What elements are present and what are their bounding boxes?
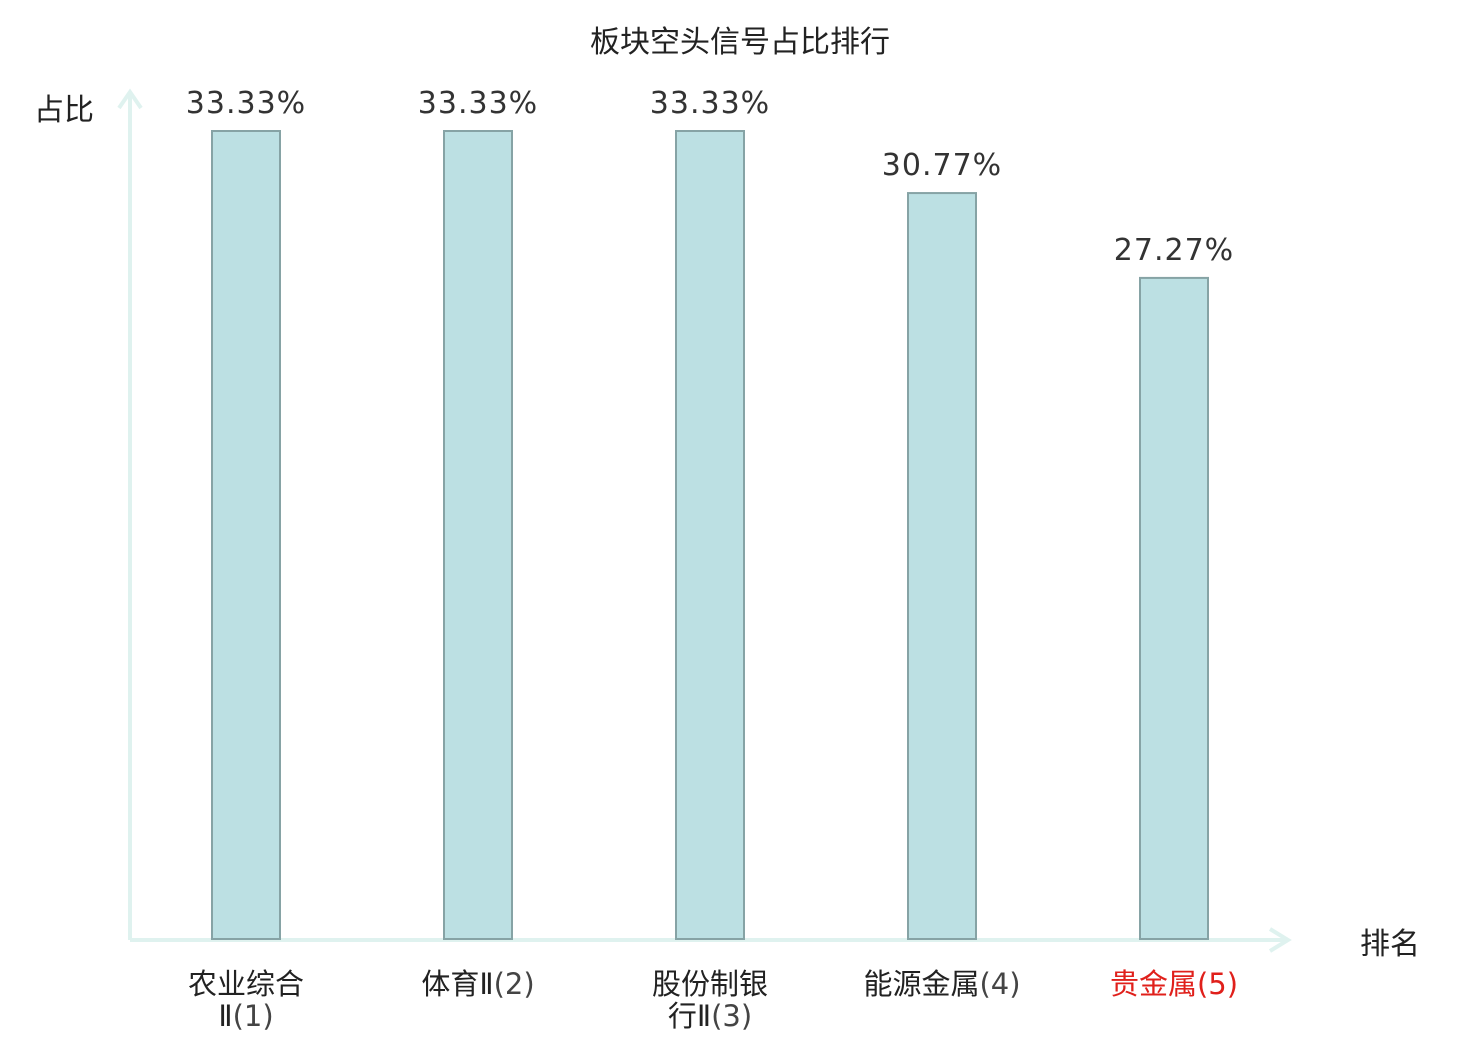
value-label-1: 33.33% — [186, 86, 306, 121]
value-label-5: 27.27% — [1114, 233, 1234, 268]
y-axis-arrow — [117, 88, 143, 110]
chart-title: 板块空头信号占比排行 — [590, 25, 890, 60]
bar-3 — [675, 130, 745, 940]
y-axis-label: 占比 — [34, 93, 94, 128]
category-label-2: 体育Ⅱ(2) — [421, 967, 534, 1001]
bar-4 — [907, 192, 977, 940]
x-axis-arrow — [1268, 927, 1292, 953]
category-label-1: 农业综合 Ⅱ(1) — [188, 967, 304, 1033]
value-label-2: 33.33% — [418, 86, 538, 121]
category-label-4: 能源金属(4) — [863, 967, 1020, 1001]
bar-1 — [211, 130, 281, 940]
bar-5 — [1139, 276, 1209, 940]
value-label-3: 33.33% — [650, 86, 770, 121]
bar-2 — [443, 130, 513, 940]
category-label-3: 股份制银行Ⅱ(3) — [652, 967, 768, 1033]
category-label-5: 贵金属(5) — [1110, 967, 1238, 1001]
value-label-group: 33.33% 33.33% 33.33% 30.77% 27.27% — [186, 86, 1234, 268]
category-label-group: 农业综合 Ⅱ(1) 体育Ⅱ(2) 股份制银行Ⅱ(3) 能源金属(4) 贵金属(5) — [188, 967, 1238, 1033]
value-label-4: 30.77% — [882, 148, 1002, 183]
x-axis-label: 排名 — [1360, 927, 1420, 962]
bar-group — [211, 130, 1209, 940]
